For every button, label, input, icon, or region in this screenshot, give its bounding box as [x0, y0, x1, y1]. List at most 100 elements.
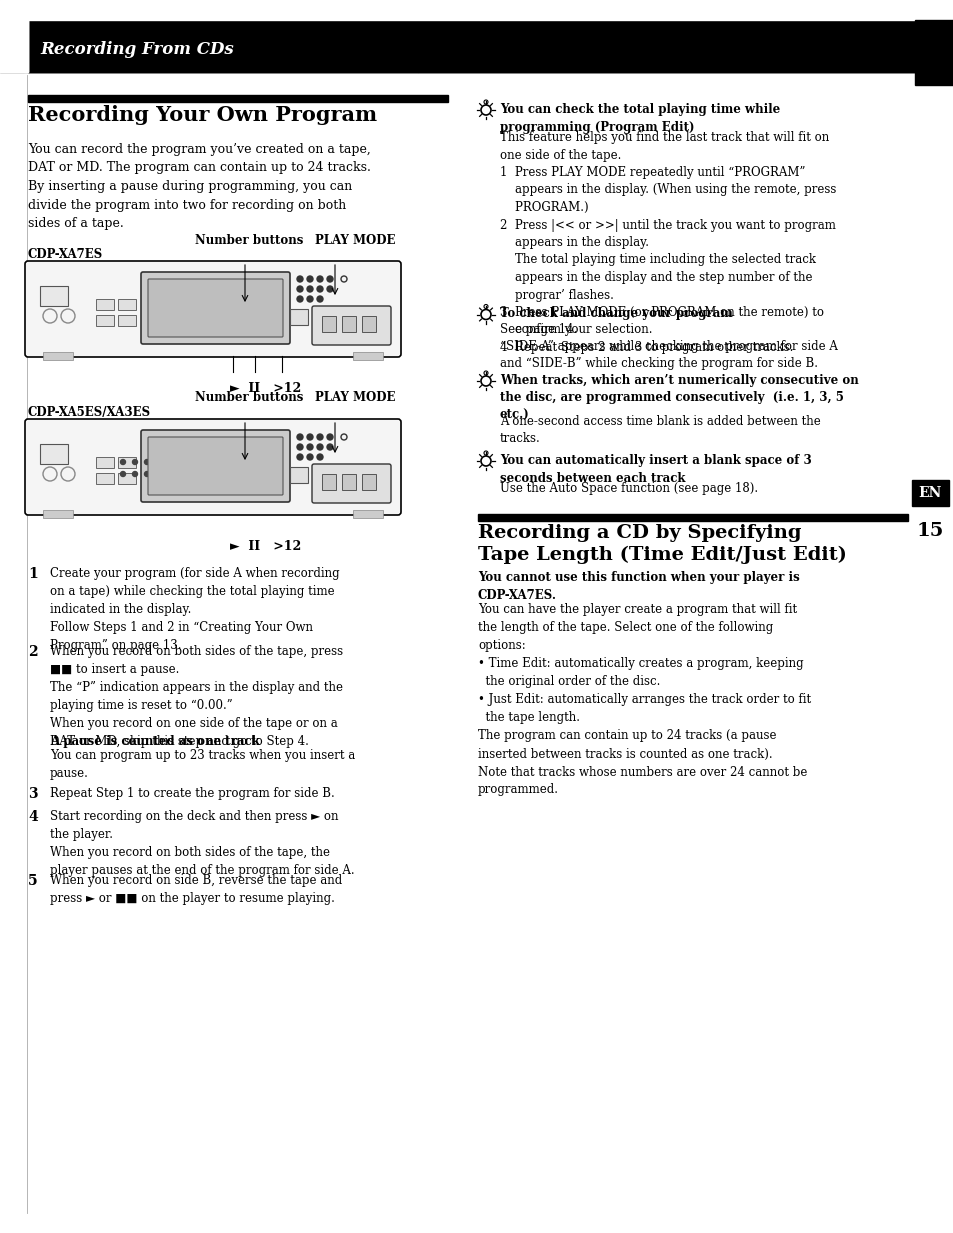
Circle shape [307, 296, 313, 302]
Circle shape [307, 444, 313, 450]
Text: Repeat Step 1 to create the program for side B.: Repeat Step 1 to create the program for … [50, 787, 335, 799]
Text: You cannot use this function when your player is
CDP-XA7ES.: You cannot use this function when your p… [477, 572, 799, 602]
Text: ►  II   >12: ► II >12 [230, 382, 301, 395]
Bar [43, 351, 73, 360]
Text: You can automatically insert a blank space of 3
seconds between each track: You can automatically insert a blank spa… [499, 454, 811, 485]
Circle shape [144, 471, 150, 476]
Bar [361, 473, 375, 490]
Bar [28, 95, 448, 102]
Circle shape [316, 454, 323, 460]
Circle shape [316, 276, 323, 282]
Circle shape [327, 276, 333, 282]
Circle shape [316, 444, 323, 450]
Text: Use the Auto Space function (see page 18).: Use the Auto Space function (see page 18… [499, 482, 758, 494]
Text: CDP-XA5ES/XA3ES: CDP-XA5ES/XA3ES [28, 406, 151, 419]
Circle shape [316, 434, 323, 440]
Bar [914, 20, 953, 85]
Text: A one-second access time blank is added between the
tracks.: A one-second access time blank is added … [499, 416, 820, 445]
Text: Recording From CDs: Recording From CDs [40, 41, 233, 58]
Text: CDP-XA7ES: CDP-XA7ES [28, 248, 103, 261]
Bar [96, 457, 113, 469]
Circle shape [296, 454, 303, 460]
Text: Create your program (for side A when recording
on a tape) while checking the tot: Create your program (for side A when rec… [50, 567, 339, 652]
Circle shape [132, 471, 137, 476]
Bar [43, 510, 73, 518]
Bar [477, 513, 907, 520]
Circle shape [316, 286, 323, 292]
Text: A pause is counted as one track: A pause is counted as one track [50, 736, 259, 748]
Circle shape [120, 471, 126, 476]
Bar [341, 316, 355, 332]
FancyBboxPatch shape [312, 464, 391, 503]
Bar [0, 0, 28, 72]
Circle shape [327, 434, 333, 440]
Bar [290, 467, 308, 483]
Circle shape [296, 276, 303, 282]
Text: You can record the program you’ve created on a tape,
DAT or MD. The program can : You can record the program you’ve create… [28, 143, 371, 231]
Text: You can check the total playing time while
programming (Program Edit): You can check the total playing time whi… [499, 104, 780, 133]
Text: 15: 15 [915, 522, 943, 540]
Bar [911, 480, 948, 506]
Text: 3: 3 [28, 787, 37, 800]
Text: You can have the player create a program that will fit
the length of the tape. S: You can have the player create a program… [477, 603, 810, 797]
Bar [28, 0, 953, 72]
FancyBboxPatch shape [141, 272, 290, 344]
Bar [96, 314, 113, 326]
Circle shape [307, 454, 313, 460]
Text: 2: 2 [28, 645, 37, 658]
Text: Recording Your Own Program: Recording Your Own Program [28, 105, 376, 125]
Circle shape [120, 460, 126, 465]
FancyBboxPatch shape [148, 279, 283, 337]
Text: When you record on side B, reverse the tape and
press ► or ■■ on the player to r: When you record on side B, reverse the t… [50, 874, 342, 905]
Circle shape [307, 276, 313, 282]
Bar [118, 314, 136, 326]
Bar [96, 473, 113, 485]
Text: PLAY MODE: PLAY MODE [314, 234, 395, 247]
Text: 5: 5 [28, 874, 37, 888]
Circle shape [307, 434, 313, 440]
Circle shape [296, 296, 303, 302]
Bar [341, 473, 355, 490]
Bar [40, 286, 68, 306]
Bar [0, 0, 28, 72]
FancyBboxPatch shape [141, 430, 290, 502]
Circle shape [316, 296, 323, 302]
Circle shape [307, 286, 313, 292]
Bar [353, 351, 382, 360]
Text: Start recording on the deck and then press ► on
the player.
When you record on b: Start recording on the deck and then pre… [50, 810, 355, 877]
Circle shape [327, 444, 333, 450]
Text: To check and change your program: To check and change your program [499, 307, 732, 321]
Text: When you record on both sides of the tape, press
■■ to insert a pause.
The “P” i: When you record on both sides of the tap… [50, 645, 343, 747]
Text: This feature helps you find the last track that will fit on
one side of the tape: This feature helps you find the last tra… [499, 131, 836, 354]
Text: ►  II   >12: ► II >12 [230, 540, 301, 552]
Bar [290, 309, 308, 326]
Bar [322, 316, 335, 332]
Bar [118, 298, 136, 309]
Bar [40, 444, 68, 464]
Circle shape [144, 460, 150, 465]
Bar [0, 0, 953, 72]
Bar [118, 457, 136, 469]
FancyBboxPatch shape [25, 261, 400, 358]
Circle shape [132, 460, 137, 465]
Text: EN: EN [918, 486, 941, 501]
Circle shape [296, 286, 303, 292]
Bar [322, 473, 335, 490]
Text: You can program up to 23 tracks when you insert a
pause.: You can program up to 23 tracks when you… [50, 750, 355, 780]
Circle shape [327, 286, 333, 292]
Bar [118, 473, 136, 485]
Bar [96, 298, 113, 309]
Text: Number buttons: Number buttons [194, 234, 303, 247]
Text: Recording a CD by Specifying
Tape Length (Time Edit/Just Edit): Recording a CD by Specifying Tape Length… [477, 524, 846, 563]
Circle shape [296, 434, 303, 440]
Bar [28, 0, 953, 20]
Text: See page 14.
“SIDE-A” appears while checking the program for side A
and “SIDE-B”: See page 14. “SIDE-A” appears while chec… [499, 323, 837, 370]
Text: PLAY MODE: PLAY MODE [314, 391, 395, 404]
Bar [28, 0, 417, 72]
Text: 1: 1 [28, 567, 38, 581]
Bar [353, 510, 382, 518]
Text: Number buttons: Number buttons [194, 391, 303, 404]
Circle shape [296, 444, 303, 450]
Text: 4: 4 [28, 810, 38, 824]
Bar [361, 316, 375, 332]
